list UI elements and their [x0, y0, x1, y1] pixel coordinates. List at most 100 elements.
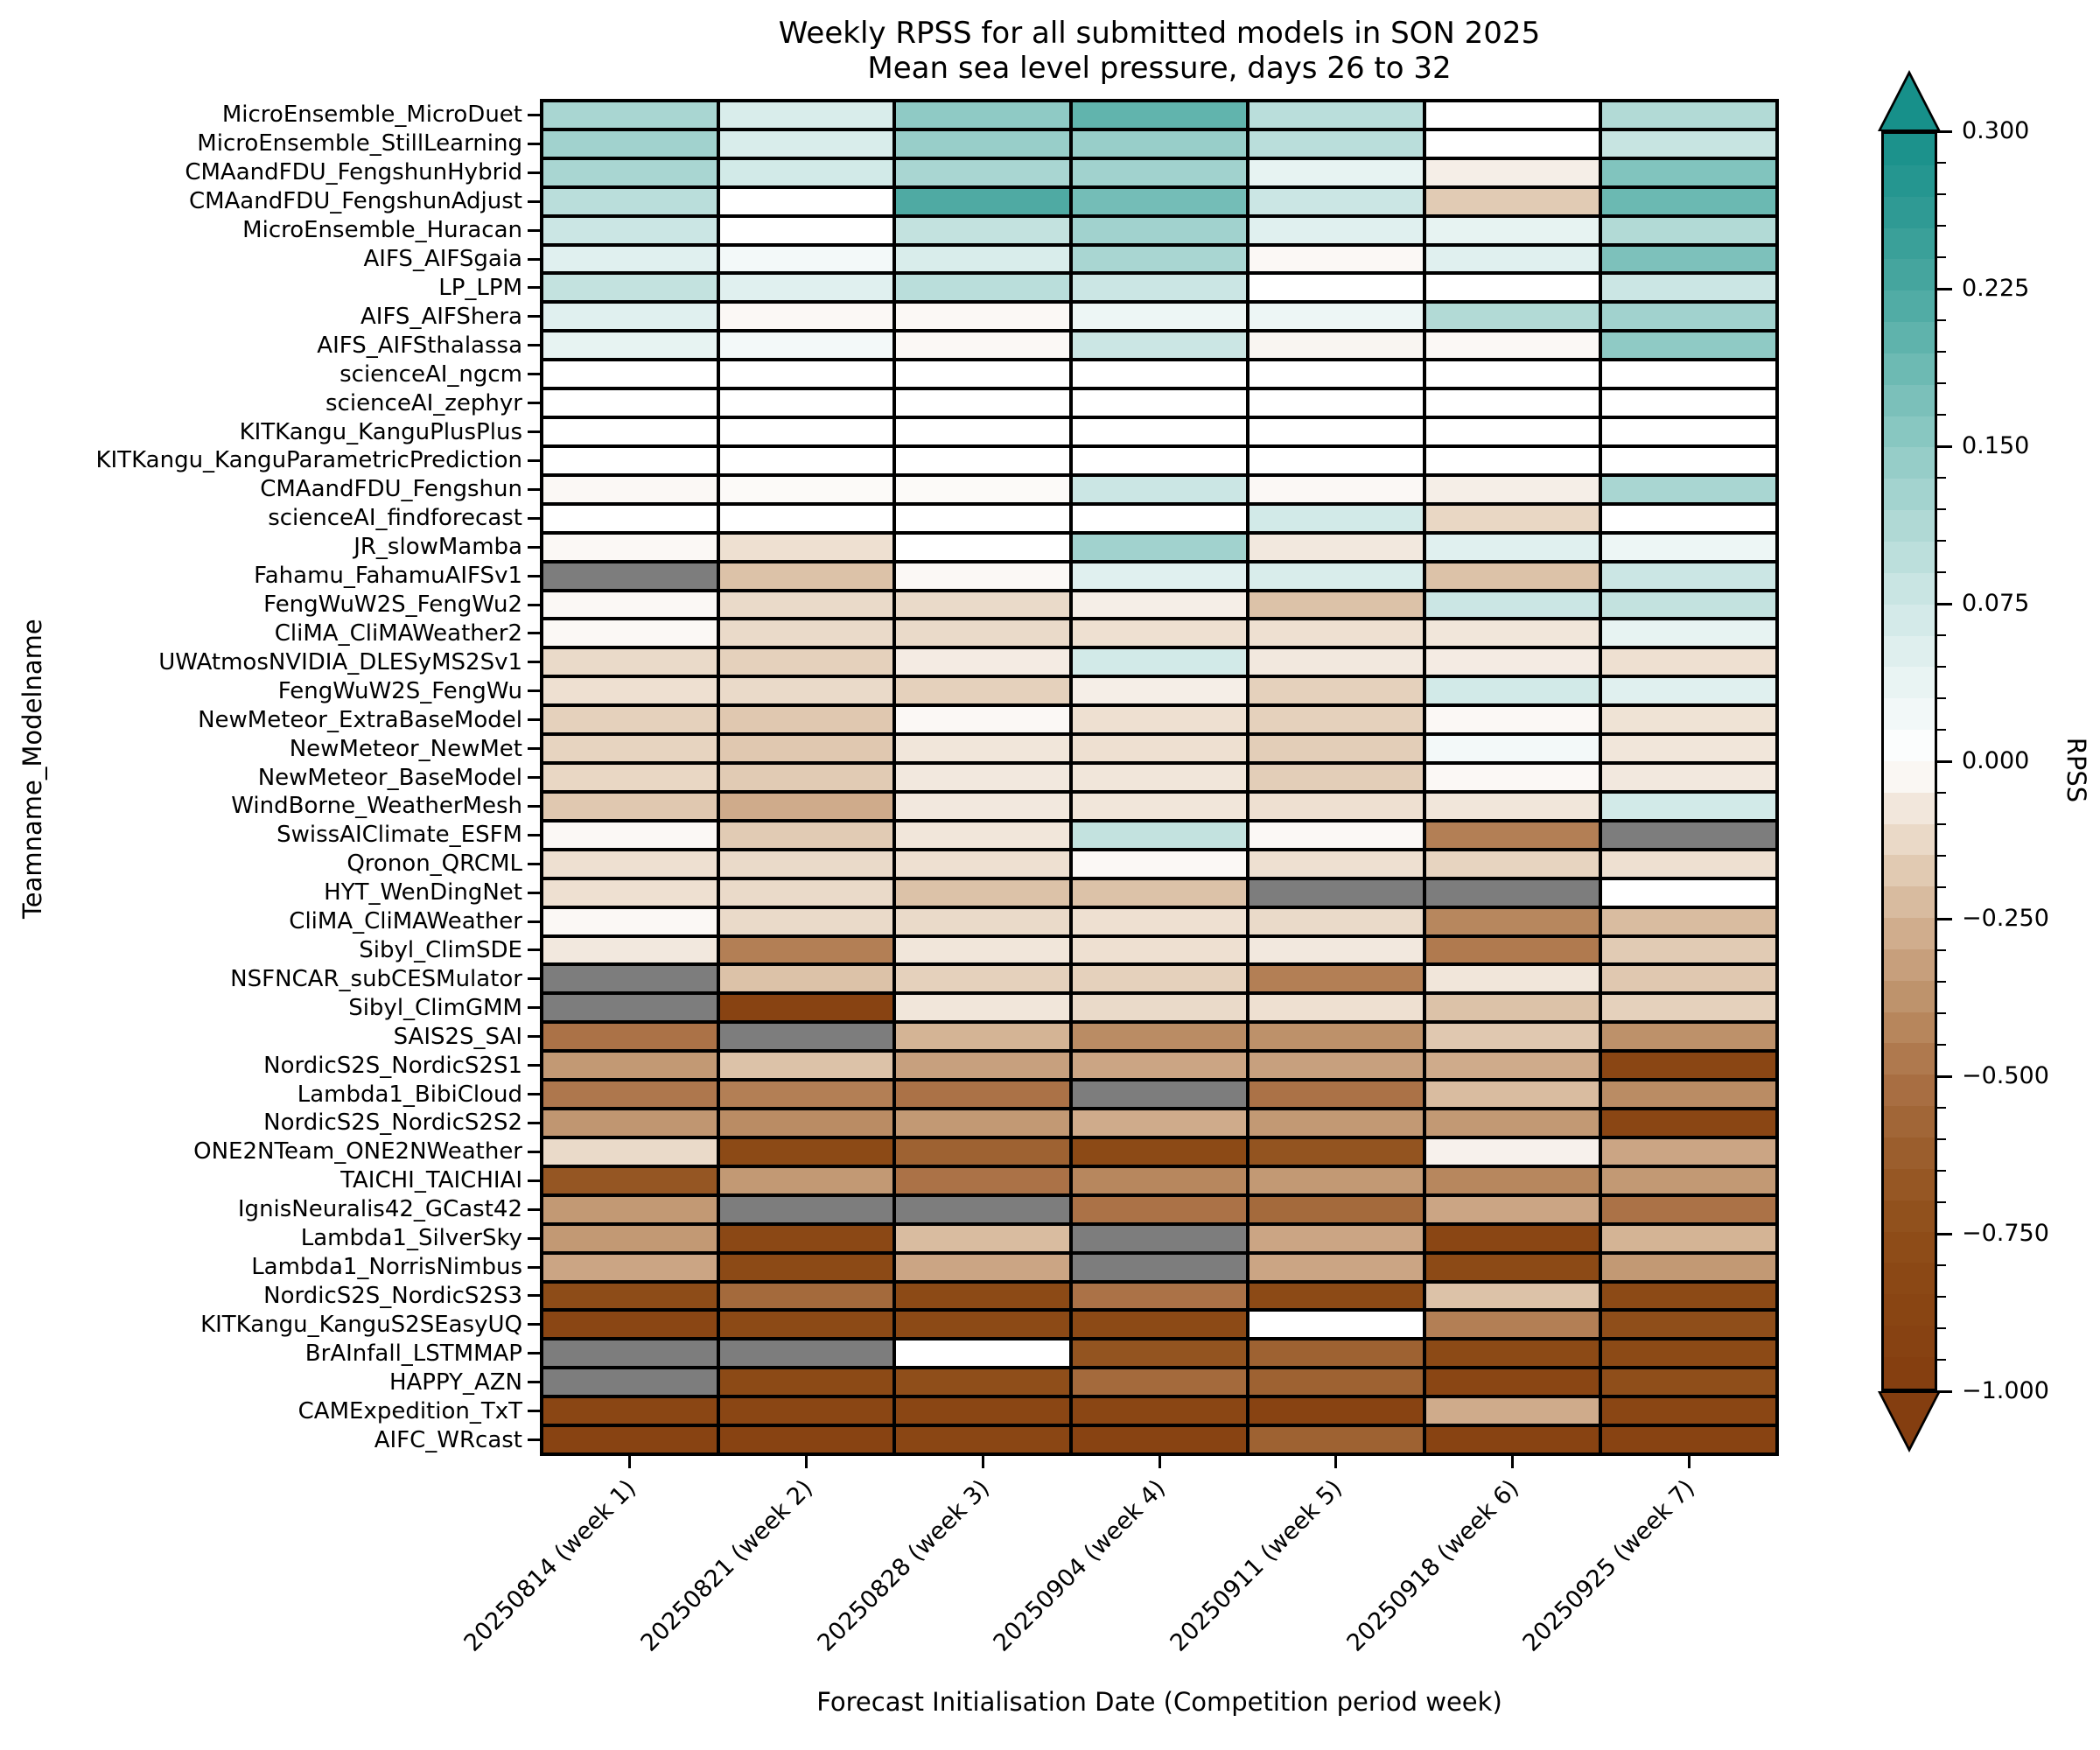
heatmap-cell: [1249, 765, 1423, 790]
heatmap-cell: [896, 361, 1070, 388]
heatmap-cell: [1249, 1225, 1423, 1251]
heatmap-cell: [1425, 707, 1600, 733]
heatmap-cell: [1425, 332, 1600, 359]
heatmap-cell: [719, 275, 893, 301]
heatmap-cell: [1073, 995, 1246, 1021]
x-tick-mark: [1510, 1456, 1514, 1468]
heatmap-cell: [1425, 1369, 1600, 1396]
heatmap-cell: [896, 707, 1070, 733]
colorbar-minor-tick: [1937, 886, 1946, 888]
heatmap-cell: [1249, 390, 1423, 416]
x-tick-mark: [981, 1456, 984, 1468]
heatmap-cell: [896, 592, 1070, 618]
colorbar-tick-label: 0.150: [1962, 432, 2030, 459]
y-tick-label: SAIS2S_SAI: [393, 1023, 522, 1050]
heatmap-cell: [1602, 966, 1775, 992]
heatmap-cell: [1249, 332, 1423, 359]
colorbar-band: [1884, 541, 1935, 573]
colorbar-major-tick: [1937, 1390, 1952, 1393]
colorbar-band: [1884, 384, 1935, 416]
heatmap-cell: [719, 1340, 893, 1367]
y-tick-label: Lambda1_BibiCloud: [297, 1081, 522, 1108]
heatmap-cell: [1073, 1053, 1246, 1079]
heatmap-cell: [1425, 217, 1600, 243]
heatmap-cell: [543, 937, 717, 963]
heatmap-cell: [1425, 390, 1600, 416]
heatmap-cell: [543, 361, 717, 388]
heatmap-cell: [543, 188, 717, 214]
y-tick-mark: [528, 1121, 540, 1124]
heatmap-cell: [1249, 649, 1423, 676]
heatmap-cell: [1425, 159, 1600, 186]
heatmap-cell: [1073, 332, 1246, 359]
heatmap-cell: [1425, 1082, 1600, 1108]
heatmap-cell: [719, 534, 893, 560]
y-tick-mark: [528, 632, 540, 635]
heatmap-cell: [719, 246, 893, 272]
y-tick-mark: [528, 257, 540, 261]
y-tick-label: WindBorne_WeatherMesh: [231, 793, 522, 820]
heatmap-cell: [543, 1312, 717, 1338]
heatmap-cell: [1073, 102, 1246, 128]
heatmap-cell: [1425, 1340, 1600, 1367]
heatmap-cell: [543, 822, 717, 848]
y-tick-mark: [528, 804, 540, 808]
heatmap-cell: [1249, 1196, 1423, 1222]
x-axis-title: Forecast Initialisation Date (Competitio…: [816, 1687, 1502, 1717]
heatmap-cell: [1602, 1082, 1775, 1108]
y-tick-label: NordicS2S_NordicS2S2: [263, 1110, 522, 1137]
colorbar-minor-tick: [1937, 1107, 1946, 1109]
colorbar-band: [1884, 604, 1935, 636]
heatmap-cell: [896, 678, 1070, 704]
heatmap-cell: [1249, 534, 1423, 560]
heatmap-cell: [1249, 130, 1423, 157]
colorbar-band: [1884, 1043, 1935, 1075]
colorbar-minor-tick: [1937, 1296, 1946, 1298]
heatmap-cell: [1602, 937, 1775, 963]
colorbar-minor-tick: [1937, 1359, 1946, 1361]
heatmap-cell: [719, 1225, 893, 1251]
heatmap-cell: [1602, 1369, 1775, 1396]
heatmap-cell: [719, 419, 893, 444]
x-tick-label: 20250911 (week 5): [1165, 1474, 1348, 1657]
colorbar-minor-tick: [1937, 981, 1946, 983]
y-tick-mark: [528, 1265, 540, 1269]
heatmap-cell: [543, 102, 717, 128]
heatmap-cell: [1602, 678, 1775, 704]
y-tick-mark: [528, 402, 540, 405]
colorbar-band: [1884, 760, 1935, 793]
heatmap-cell: [1602, 1283, 1775, 1309]
heatmap-cell: [719, 937, 893, 963]
heatmap-cell: [543, 563, 717, 589]
colorbar-minor-tick: [1937, 540, 1946, 542]
heatmap-cell: [1249, 476, 1423, 502]
colorbar-minor-tick: [1937, 823, 1946, 825]
y-tick-mark: [528, 862, 540, 865]
heatmap-cell: [719, 1167, 893, 1194]
heatmap-cell: [1073, 1225, 1246, 1251]
heatmap-cell: [1249, 966, 1423, 992]
heatmap-cell: [1249, 188, 1423, 214]
heatmap-cell: [1425, 765, 1600, 790]
colorbar-band: [1884, 1200, 1935, 1232]
y-tick-mark: [528, 545, 540, 549]
heatmap-cell: [1602, 332, 1775, 359]
heatmap-cell: [1602, 649, 1775, 676]
heatmap-cell: [1602, 246, 1775, 272]
heatmap-cell: [543, 130, 717, 157]
heatmap-cell: [543, 1427, 717, 1452]
heatmap-cell: [1602, 995, 1775, 1021]
x-tick-mark: [805, 1456, 808, 1468]
y-tick-mark: [528, 1208, 540, 1211]
heatmap-cell: [719, 1254, 893, 1280]
y-tick-mark: [528, 574, 540, 578]
heatmap-cell: [1602, 1340, 1775, 1367]
colorbar-minor-tick: [1937, 1170, 1946, 1172]
colorbar-major-tick: [1937, 760, 1952, 763]
colorbar-band: [1884, 479, 1935, 511]
heatmap-cell: [896, 1082, 1070, 1108]
heatmap-cell: [1249, 102, 1423, 128]
heatmap-cell: [1602, 879, 1775, 906]
y-tick-label: JR_slowMamba: [354, 534, 522, 561]
heatmap-cell: [1073, 937, 1246, 963]
